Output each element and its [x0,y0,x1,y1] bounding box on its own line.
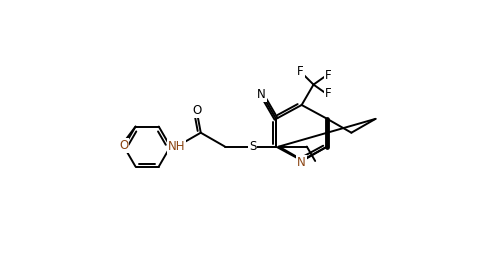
Text: N: N [297,156,305,169]
Text: F: F [324,69,331,82]
Text: F: F [296,65,303,78]
Text: NH: NH [167,140,185,153]
Text: O: O [119,139,128,152]
Text: S: S [249,140,256,153]
Text: F: F [324,87,331,100]
Text: O: O [192,104,201,117]
Text: N: N [257,88,265,102]
